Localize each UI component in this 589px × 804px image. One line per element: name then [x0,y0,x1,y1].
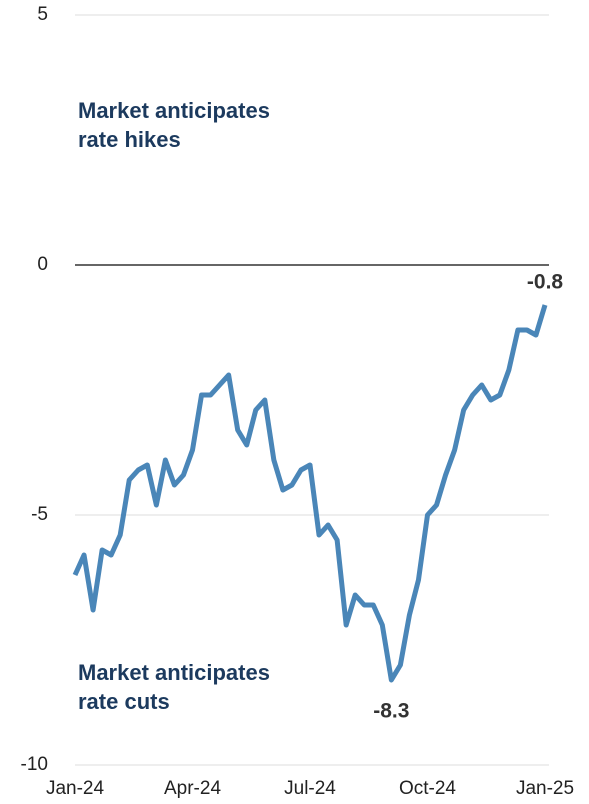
x-tick-label: Jan-25 [516,778,574,799]
y-tick-label: 5 [37,4,48,25]
line [72,304,548,683]
x-tick-label: Jan-24 [46,778,105,799]
y-tick-label: -10 [21,754,48,775]
x-tick-label: Apr-24 [164,778,221,799]
annotation: Market anticipates [78,660,270,685]
data-label: -0.8 [527,271,564,294]
x-tick-label: Oct-24 [399,778,456,799]
data-label: -8.3 [373,700,409,723]
x-tick-label: Jul-24 [284,778,336,799]
annotation: rate hikes [78,127,181,152]
y-tick-label: -5 [31,504,48,525]
annotation: rate cuts [78,689,170,714]
y-tick-label: 0 [37,254,48,275]
annotation: Market anticipates [78,98,270,123]
